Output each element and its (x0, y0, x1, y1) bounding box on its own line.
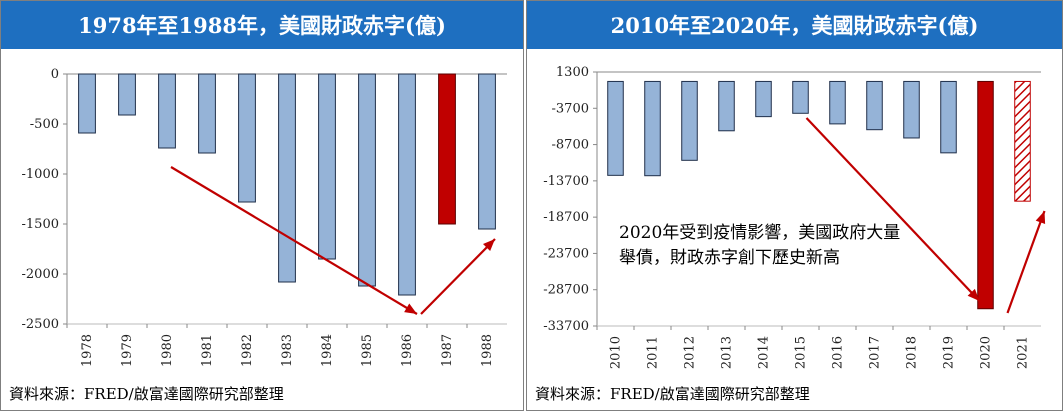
x-tick-label-1978: 1978 (80, 334, 95, 367)
trend-down-arrow (170, 166, 418, 315)
x-tick-label-2014: 2014 (757, 336, 772, 369)
left-chart-panel: 1978年至1988年，美國財政赤字(億) 0 -500 -1000 -1500 -20… (0, 0, 524, 411)
right-chart-panel: 2010年至2020年，美國財政赤字(億) 1300 -3700 -8700 -137… (526, 0, 1063, 411)
y-tick-label: -1500 (22, 217, 59, 232)
trend-up-arrow (420, 238, 496, 315)
x-tick-label-2015: 2015 (794, 336, 809, 369)
y-tick-label: -8700 (552, 138, 589, 153)
y-tick-label: -28700 (543, 283, 589, 298)
left-source-note: 資料來源：FRED/啟富達國際研究部整理 (9, 385, 284, 403)
right-source-note: 資料來源：FRED/啟富達國際研究部整理 (535, 385, 810, 403)
y-tick-label: -2000 (22, 267, 59, 282)
x-tick-label-1983: 1983 (280, 334, 295, 367)
y-tick-label: -33700 (543, 319, 589, 334)
bar-1981 (198, 73, 216, 154)
y-tick-label: -500 (30, 117, 59, 132)
bar-1984 (318, 73, 336, 260)
x-tick-label-1985: 1985 (360, 334, 375, 367)
left-bar-chart: 0 -500 -1000 -1500 -2000 -2500 1978 1979 1980 198… (22, 67, 507, 367)
y-tick-label: -18700 (543, 210, 589, 225)
x-tick-label-1984: 1984 (320, 334, 335, 367)
bar-1987 (438, 73, 456, 225)
left-chart-title: 1978年至1988年，美國財政赤字(億) (1, 1, 523, 49)
bar-1980 (158, 73, 176, 149)
x-tick-label-1981: 1981 (200, 334, 215, 367)
x-tick-label-2018: 2018 (905, 336, 920, 369)
x-tick-label-1980: 1980 (160, 334, 175, 367)
right-chart-title: 2010年至2020年，美國財政赤字(億) (527, 1, 1062, 49)
x-tick-label-1988: 1988 (480, 334, 495, 367)
bar-1985 (358, 73, 376, 287)
y-tick-label: -13700 (543, 174, 589, 189)
x-tick-label-2016: 2016 (831, 336, 846, 369)
x-tick-label-2011: 2011 (646, 336, 661, 369)
bar-2014 (755, 80, 772, 118)
bar-1983 (278, 73, 296, 283)
bar-2012 (681, 80, 698, 161)
bar-2010 (607, 80, 624, 176)
bar-2017 (866, 80, 883, 131)
x-tick-label-2021: 2021 (1016, 336, 1031, 369)
y-tick-label: 1300 (556, 65, 589, 80)
bar-1988 (478, 73, 496, 230)
x-tick-label-2013: 2013 (720, 336, 735, 369)
x-tick-label-2012: 2012 (683, 336, 698, 369)
bar-2021 (1014, 80, 1031, 202)
x-tick-label-2010: 2010 (609, 336, 624, 369)
trend-down-arrow (805, 117, 981, 302)
bar-1979 (118, 73, 136, 116)
bar-2011 (644, 80, 661, 177)
bar-2020 (977, 80, 994, 310)
bar-1986 (398, 73, 416, 296)
y-tick-label: -3700 (552, 101, 589, 116)
bar-2013 (718, 80, 735, 132)
x-tick-label-1979: 1979 (120, 334, 135, 367)
bar-2015 (792, 80, 809, 114)
right-bar-chart: 1300 -3700 -8700 -13700 -18700 -23700 -28700 -3… (543, 65, 1046, 369)
y-tick-label: -23700 (543, 246, 589, 261)
covid-annotation: 2020年受到疫情影響，美國政府大量舉債，財政赤字創下歷史新高 (619, 223, 901, 268)
x-tick-label-1986: 1986 (400, 334, 415, 367)
x-tick-label-2019: 2019 (942, 336, 957, 369)
x-tick-label-1987: 1987 (440, 334, 455, 367)
bar-1978 (78, 73, 96, 134)
x-tick-label-1982: 1982 (240, 334, 255, 367)
y-tick-label: 0 (51, 67, 59, 82)
x-tick-label-2020: 2020 (979, 336, 994, 369)
bar-2016 (829, 80, 846, 125)
bar-2019 (940, 80, 957, 154)
bar-2018 (903, 80, 920, 139)
y-tick-label: -1000 (22, 167, 59, 182)
x-tick-label-2017: 2017 (868, 336, 883, 369)
y-tick-label: -2500 (22, 317, 59, 332)
trend-up-arrow (1006, 210, 1046, 314)
bar-1982 (238, 73, 256, 203)
